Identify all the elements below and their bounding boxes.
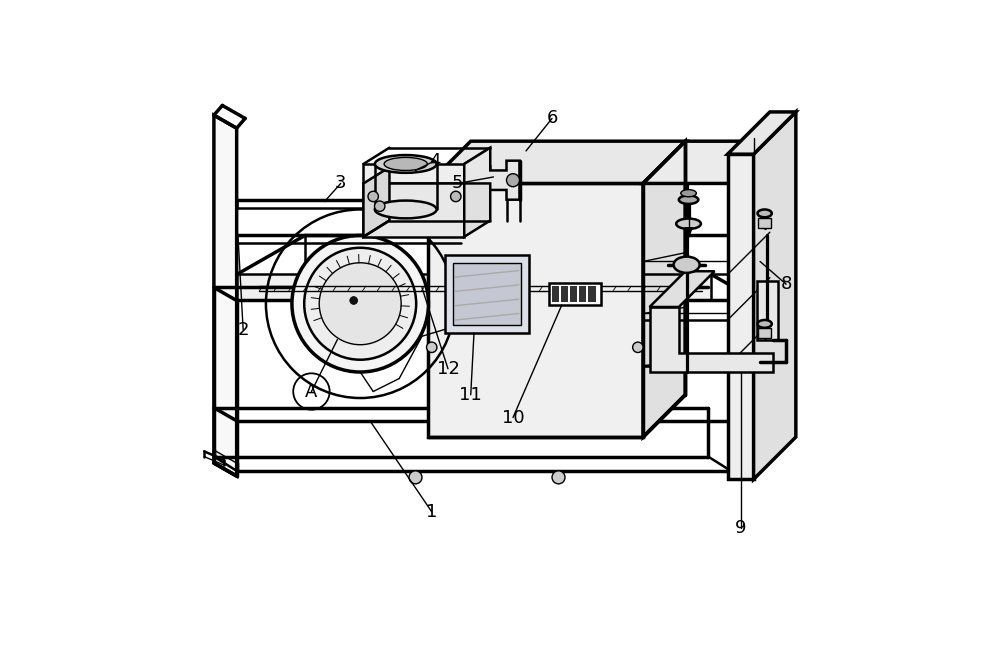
Ellipse shape <box>676 219 701 229</box>
Bar <box>588 286 596 302</box>
Polygon shape <box>363 183 464 237</box>
Ellipse shape <box>674 257 700 273</box>
Polygon shape <box>728 112 796 154</box>
Circle shape <box>552 471 565 484</box>
Text: 4: 4 <box>429 151 441 170</box>
Text: A: A <box>305 383 318 400</box>
Polygon shape <box>445 255 529 333</box>
Polygon shape <box>757 281 778 340</box>
Ellipse shape <box>375 155 437 173</box>
Circle shape <box>292 236 428 372</box>
Text: 7: 7 <box>683 227 694 244</box>
Text: 5: 5 <box>452 174 463 193</box>
Circle shape <box>350 296 358 304</box>
Ellipse shape <box>757 320 772 328</box>
Text: 8: 8 <box>780 275 792 293</box>
Circle shape <box>507 174 520 187</box>
Polygon shape <box>643 141 685 437</box>
Bar <box>552 286 559 302</box>
Polygon shape <box>464 167 490 237</box>
Circle shape <box>368 191 378 202</box>
Circle shape <box>304 247 416 360</box>
Polygon shape <box>363 167 389 237</box>
Bar <box>570 286 577 302</box>
Text: 3: 3 <box>335 174 346 193</box>
Ellipse shape <box>681 189 696 197</box>
Text: 11: 11 <box>459 386 482 404</box>
Polygon shape <box>237 274 711 300</box>
Text: 12: 12 <box>437 360 459 378</box>
Circle shape <box>427 342 437 353</box>
Polygon shape <box>453 263 521 325</box>
Polygon shape <box>428 141 685 183</box>
Bar <box>758 218 771 228</box>
Text: 6: 6 <box>546 110 558 127</box>
Circle shape <box>375 201 385 212</box>
Circle shape <box>409 471 422 484</box>
Polygon shape <box>363 164 464 183</box>
Polygon shape <box>728 154 754 479</box>
Text: 9: 9 <box>735 519 746 537</box>
Text: 1: 1 <box>426 503 437 521</box>
Polygon shape <box>754 112 796 479</box>
Bar <box>561 286 568 302</box>
Polygon shape <box>214 115 237 476</box>
Bar <box>549 283 601 305</box>
Ellipse shape <box>757 210 772 217</box>
Polygon shape <box>650 307 773 372</box>
Ellipse shape <box>384 157 427 170</box>
Polygon shape <box>643 141 770 183</box>
Bar <box>579 286 586 302</box>
Text: 10: 10 <box>502 409 524 426</box>
Polygon shape <box>650 271 715 307</box>
Circle shape <box>451 191 461 202</box>
Polygon shape <box>464 148 520 200</box>
Circle shape <box>633 342 643 353</box>
Ellipse shape <box>375 200 437 218</box>
Text: 2: 2 <box>237 321 249 339</box>
Circle shape <box>319 263 401 345</box>
Ellipse shape <box>679 195 698 204</box>
Bar <box>758 328 771 338</box>
Polygon shape <box>428 183 643 437</box>
